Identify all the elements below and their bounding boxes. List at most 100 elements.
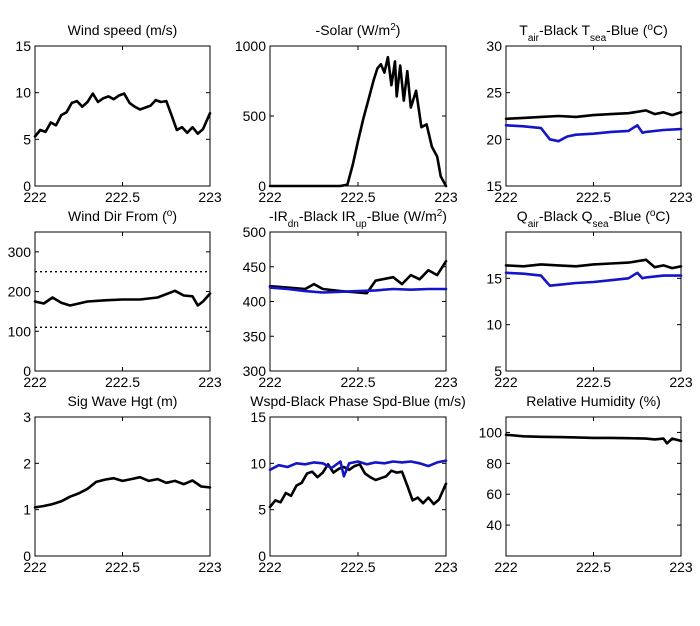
panel-title: Sig Wave Hgt (m) xyxy=(68,393,178,409)
panel-title-part: Wind speed (m/s) xyxy=(68,22,178,38)
black-series-line xyxy=(504,433,683,445)
y-tick-label: 30 xyxy=(486,38,502,54)
black-series-line xyxy=(33,92,212,138)
chart-panel: Tair-Black Tsea-Blue (oC) 15 20 25 30 222 222.… xyxy=(486,22,692,206)
panel-title: Wind Dir From (o) xyxy=(68,208,177,225)
y-tick-label: 10 xyxy=(486,317,502,333)
chart-panel: Sig Wave Hgt (m) 0 1 2 3 222 222.5 223 xyxy=(23,393,222,575)
y-tick-label: 25 xyxy=(486,85,502,101)
x-tick-label: 222 xyxy=(258,374,282,390)
y-tick-label: 15 xyxy=(15,38,31,54)
x-tick-label: 223 xyxy=(434,374,458,390)
panel-title-part: Q xyxy=(517,208,528,224)
y-tick-label: 200 xyxy=(8,284,32,300)
panel-title-part: dn xyxy=(288,219,299,230)
x-tick-label: 222.5 xyxy=(576,189,611,205)
y-tick-label: 0 xyxy=(23,548,31,564)
panel-title-part: 2 xyxy=(437,208,443,219)
panel-title-part: -Blue (W/m xyxy=(367,208,437,224)
y-tick-label: 500 xyxy=(243,108,267,124)
panel-title-part: sea xyxy=(590,33,607,44)
panel-title-part: air xyxy=(528,33,540,44)
y-tick-label: 2 xyxy=(23,455,31,471)
panel-title-part: up xyxy=(356,219,368,230)
y-tick-label: 350 xyxy=(243,328,267,344)
panel-title: Relative Humidity (%) xyxy=(526,393,661,409)
plot-frame xyxy=(269,231,447,372)
y-tick-label: 3 xyxy=(23,409,31,425)
blue-series-line xyxy=(268,286,448,294)
black-series-line xyxy=(268,462,448,509)
x-tick-label: 223 xyxy=(198,374,222,390)
y-tick-label: 10 xyxy=(15,85,31,101)
x-tick-label: 222 xyxy=(494,374,518,390)
y-tick-label: 100 xyxy=(8,323,32,339)
black-series-line xyxy=(268,259,448,295)
x-tick-label: 223 xyxy=(198,189,222,205)
black-series-line xyxy=(33,289,212,307)
y-tick-label: 0 xyxy=(258,548,266,564)
y-tick-label: 400 xyxy=(243,294,267,310)
y-tick-label: 5 xyxy=(23,131,31,147)
x-tick-label: 222.5 xyxy=(340,559,375,575)
y-tick-label: 0 xyxy=(258,178,266,194)
chart-panel: Relative Humidity (%) 40 60 80 100 222 222.5 22… xyxy=(479,393,693,575)
x-tick-label: 222.5 xyxy=(105,559,140,575)
panel-title-part: o xyxy=(167,208,173,219)
chart-panel: Wind speed (m/s) 0 5 10 15 222 222.5 223 xyxy=(15,22,221,205)
panel-title-part: -Black T xyxy=(539,22,591,38)
x-tick-label: 222 xyxy=(494,559,518,575)
chart-panel: Wind Dir From (o) 0 100 200 300 222 222.5 223 xyxy=(8,208,222,391)
y-tick-label: 15 xyxy=(486,270,502,286)
y-tick-label: 40 xyxy=(486,517,502,533)
x-tick-label: 222.5 xyxy=(340,374,375,390)
y-tick-label: 300 xyxy=(243,363,267,379)
panel-title-part: ) xyxy=(442,208,447,224)
x-tick-label: 222 xyxy=(258,559,282,575)
x-tick-label: 222.5 xyxy=(576,374,611,390)
x-tick-label: 222 xyxy=(23,374,47,390)
x-tick-label: 223 xyxy=(434,559,458,575)
panel-title: -IRdn-Black IRup-Blue (W/m2) xyxy=(269,208,447,230)
panel-title-part: -Black IR xyxy=(299,208,356,224)
black-series-line xyxy=(268,55,448,188)
blue-series-line xyxy=(504,124,683,143)
y-tick-label: 15 xyxy=(250,409,266,425)
panel-title-part: Sig Wave Hgt (m) xyxy=(68,393,178,409)
panel-title: Wind speed (m/s) xyxy=(68,22,178,38)
panel-title-part: 2 xyxy=(390,22,396,33)
panel-title-part: air xyxy=(528,219,540,230)
plot-frame xyxy=(505,231,682,372)
y-tick-label: 500 xyxy=(243,224,267,240)
x-tick-label: 222 xyxy=(23,189,47,205)
x-tick-label: 223 xyxy=(669,374,693,390)
panel-title-part: -Blue ( xyxy=(609,208,651,224)
y-tick-label: 0 xyxy=(23,178,31,194)
y-tick-label: 5 xyxy=(258,502,266,518)
panel-title-part: C) xyxy=(655,208,670,224)
panel-title-part: ) xyxy=(172,208,177,224)
panel-title: Wspd-Black Phase Spd-Blue (m/s) xyxy=(250,393,466,409)
panel-title-part: T xyxy=(519,22,528,38)
panel-title-part: -Solar (W/m xyxy=(316,22,391,38)
x-tick-label: 223 xyxy=(669,559,693,575)
panel-title-part: Relative Humidity (%) xyxy=(526,393,661,409)
chart-panel: -Solar (W/m2) 0 500 1000 222 222.5 223 xyxy=(235,22,458,206)
panel-title-part: ) xyxy=(396,22,401,38)
y-tick-label: 80 xyxy=(486,455,502,471)
panel-title-part: Wind Dir From ( xyxy=(68,208,167,224)
blue-series-line xyxy=(504,271,683,288)
x-tick-label: 222 xyxy=(494,189,518,205)
y-tick-label: 450 xyxy=(243,259,267,275)
y-tick-label: 0 xyxy=(23,363,31,379)
panel-title-part: o xyxy=(647,22,653,33)
chart-panel: Qair-Black Qsea-Blue (oC) 5 10 15 222 222.5 22… xyxy=(486,208,692,391)
x-tick-label: 222.5 xyxy=(105,189,140,205)
x-tick-label: 222 xyxy=(258,189,282,205)
panel-title-part: -Black Q xyxy=(539,208,593,224)
x-tick-label: 222.5 xyxy=(576,559,611,575)
x-tick-label: 223 xyxy=(434,189,458,205)
x-tick-label: 223 xyxy=(669,189,693,205)
plot-frame xyxy=(34,416,211,557)
